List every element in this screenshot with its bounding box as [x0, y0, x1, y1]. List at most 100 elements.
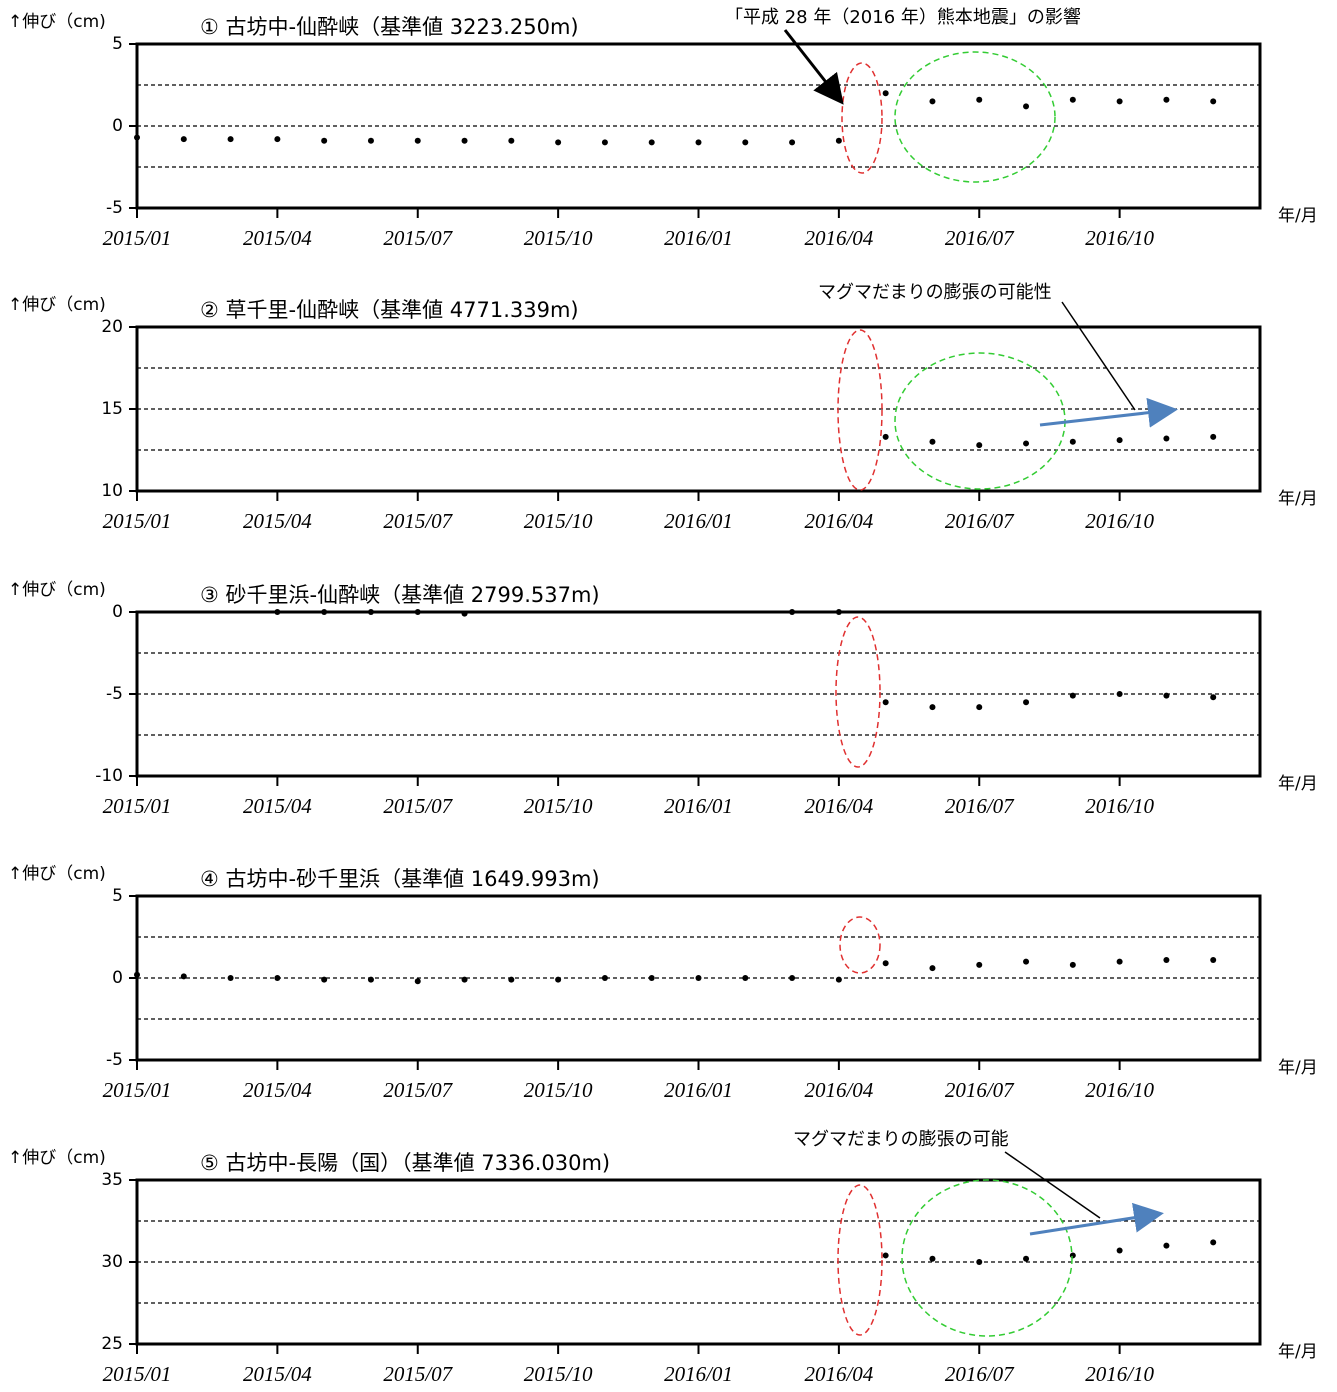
- arrow: [783, 29, 844, 105]
- point: [461, 137, 468, 144]
- point: [1023, 699, 1030, 706]
- x-tick-label: 2016/07: [945, 1362, 1015, 1386]
- y-tick-label: -5: [106, 684, 123, 704]
- point: [1116, 958, 1123, 965]
- y-tick-label: 5: [112, 34, 123, 54]
- point: [274, 975, 281, 981]
- point: [1023, 103, 1030, 110]
- y-tick-label: 15: [101, 399, 123, 419]
- point: [227, 975, 234, 981]
- x-tick-label: 2015/07: [383, 1078, 453, 1102]
- arrow: [1004, 1151, 1101, 1219]
- point: [742, 975, 749, 981]
- arrow: [1029, 1202, 1164, 1236]
- y-tick-label: 30: [101, 1252, 123, 1272]
- point: [555, 139, 562, 146]
- x-tick-label: 2016/10: [1085, 1078, 1154, 1102]
- x-tick-label: 2015/10: [524, 509, 593, 533]
- chart-title: ② 草千里-仙酔峡（基準値 4771.339m): [200, 298, 579, 322]
- point: [1210, 433, 1217, 440]
- x-tick-label: 2015/01: [103, 226, 172, 250]
- x-tick-label: 2016/01: [664, 226, 733, 250]
- x-axis-label: 年/月: [1278, 1058, 1318, 1078]
- x-tick-label: 2015/04: [243, 226, 312, 250]
- y-axis-label: ↑伸び（cm): [8, 295, 106, 315]
- point: [1116, 98, 1123, 105]
- y-tick-label: 0: [112, 968, 123, 988]
- point: [508, 137, 515, 144]
- point: [134, 971, 140, 978]
- point: [976, 961, 983, 968]
- x-tick-label: 2015/10: [524, 794, 593, 818]
- x-tick-label: 2015/10: [524, 1362, 593, 1386]
- x-tick-label: 2015/10: [524, 1078, 593, 1102]
- point: [789, 975, 796, 981]
- point: [1116, 437, 1123, 444]
- x-tick-label: 2015/07: [383, 509, 453, 533]
- point: [461, 610, 468, 617]
- point: [976, 704, 983, 711]
- x-tick-label: 2015/01: [103, 1078, 172, 1102]
- point: [695, 975, 702, 981]
- point: [1023, 958, 1030, 965]
- point: [274, 136, 281, 143]
- x-axis-label: 年/月: [1278, 206, 1318, 226]
- point: [929, 704, 936, 711]
- point: [227, 136, 234, 143]
- point: [414, 137, 421, 144]
- point: [321, 976, 328, 983]
- point: [180, 973, 187, 980]
- plot-frame: [135, 610, 1262, 778]
- point: [695, 139, 702, 146]
- x-tick-label: 2015/10: [524, 226, 593, 250]
- point: [976, 442, 983, 449]
- point: [508, 976, 515, 983]
- x-tick-label: 2015/04: [243, 1362, 312, 1386]
- x-tick-label: 2015/04: [243, 794, 312, 818]
- point: [367, 976, 374, 983]
- x-tick-label: 2016/07: [945, 1078, 1015, 1102]
- point: [274, 609, 281, 615]
- arrow: [1061, 301, 1136, 411]
- point: [1116, 691, 1123, 697]
- point: [1210, 1239, 1217, 1246]
- y-tick-label: 20: [101, 317, 123, 337]
- x-axis-label: 年/月: [1278, 774, 1318, 794]
- point: [414, 978, 421, 985]
- annotation: 「平成 28 年（2016 年）熊本地震」の影響: [725, 7, 1081, 28]
- point: [1116, 1247, 1123, 1254]
- highlight-ellipse: [894, 51, 1056, 183]
- y-axis-label: ↑伸び（cm): [8, 1148, 106, 1168]
- x-tick-label: 2015/07: [383, 1362, 453, 1386]
- x-axis-label: 年/月: [1278, 1342, 1318, 1362]
- point: [601, 139, 608, 146]
- point: [929, 438, 936, 445]
- x-tick-label: 2016/07: [945, 226, 1015, 250]
- point: [321, 609, 328, 615]
- y-axis-label: ↑伸び（cm): [8, 12, 106, 32]
- point: [414, 609, 421, 615]
- x-tick-label: 2016/07: [945, 794, 1015, 818]
- x-tick-label: 2016/10: [1085, 1362, 1154, 1386]
- plot-frame: [135, 1178, 1262, 1346]
- point: [601, 975, 608, 981]
- point: [1163, 435, 1170, 442]
- point: [789, 609, 796, 615]
- point: [1163, 692, 1170, 699]
- highlight-ellipse: [841, 62, 883, 174]
- point: [1023, 440, 1030, 447]
- chart-title: ④ 古坊中-砂千里浜（基準値 1649.993m): [200, 867, 600, 891]
- x-axis-label: 年/月: [1278, 489, 1318, 509]
- x-tick-label: 2016/07: [945, 509, 1015, 533]
- x-tick-label: 2015/07: [383, 794, 453, 818]
- y-tick-label: -5: [106, 1050, 123, 1070]
- point: [461, 976, 468, 983]
- point: [882, 960, 889, 967]
- point: [367, 609, 374, 615]
- point: [976, 1259, 983, 1265]
- x-tick-label: 2016/01: [664, 509, 733, 533]
- chart-title: ⑤ 古坊中-長陽（国）（基準値 7336.030m): [200, 1151, 610, 1175]
- point: [321, 137, 328, 144]
- point: [1069, 1252, 1076, 1259]
